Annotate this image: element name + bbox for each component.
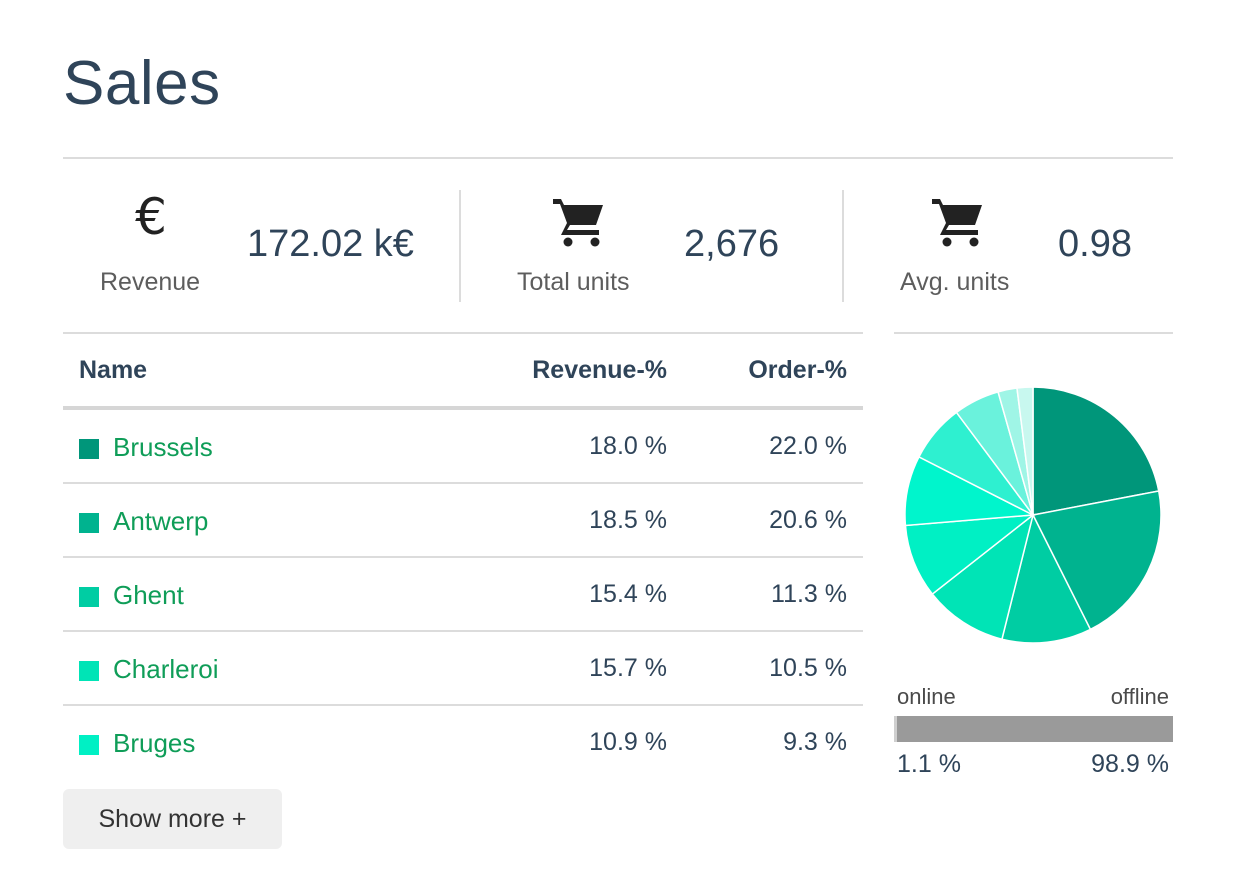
city-link[interactable]: Ghent: [113, 580, 184, 610]
city-color-swatch: [79, 661, 99, 681]
online-percent: 1.1 %: [897, 750, 961, 778]
kpi-avg-units-value: 0.98: [1058, 223, 1132, 265]
show-more-button[interactable]: Show more +: [63, 789, 282, 849]
city-color-swatch: [79, 587, 99, 607]
kpi-avg-units: Avg. units 0.98: [844, 188, 1173, 303]
page-title: Sales: [63, 49, 221, 118]
column-header-order[interactable]: Order-%: [748, 356, 847, 384]
kpi-revenue-value: 172.02 k€: [247, 223, 414, 265]
online-share-fill: [894, 716, 898, 742]
table-row: Bruges 10.9 % 9.3 %: [63, 706, 863, 780]
table-row: Antwerp 18.5 % 20.6 %: [63, 484, 863, 558]
shopping-cart-icon: [553, 199, 603, 247]
order-percent: 10.5 %: [769, 654, 847, 682]
pie-slice[interactable]: [1016, 386, 1034, 516]
pie-top-border: [894, 332, 1173, 334]
city-color-swatch: [79, 439, 99, 459]
header-divider: [63, 406, 863, 410]
kpi-total-units-value: 2,676: [684, 223, 780, 265]
title-divider: [63, 157, 1173, 159]
table-top-border: [63, 332, 863, 334]
pie-slice[interactable]: [1031, 490, 1162, 631]
table-row: Brussels 18.0 % 22.0 %: [63, 410, 863, 484]
kpi-revenue-label: Revenue: [100, 268, 201, 296]
kpi-divider: [842, 190, 844, 302]
revenue-percent: 10.9 %: [589, 728, 667, 756]
revenue-percent: 15.7 %: [589, 654, 667, 682]
pie-slice[interactable]: [931, 513, 1035, 641]
row-divider: [63, 482, 863, 484]
order-percent: 9.3 %: [783, 728, 847, 756]
city-link[interactable]: Antwerp: [113, 506, 209, 536]
online-label: online: [897, 684, 956, 709]
kpi-total-units: Total units 2,676: [461, 188, 841, 303]
offline-percent: 98.9 %: [1091, 750, 1169, 778]
order-percent: 22.0 %: [769, 432, 847, 460]
svg-text:€: €: [135, 190, 167, 246]
kpi-revenue: € Revenue 172.02 k€: [63, 188, 458, 303]
city-link[interactable]: Brussels: [113, 432, 213, 462]
order-percent: 11.3 %: [771, 580, 847, 608]
sales-share-pie-chart: [904, 386, 1162, 644]
shopping-cart-icon: [932, 199, 982, 247]
revenue-percent: 15.4 %: [589, 580, 667, 608]
city-color-swatch: [79, 735, 99, 755]
column-header-revenue[interactable]: Revenue-%: [532, 356, 667, 384]
city-color-swatch: [79, 513, 99, 533]
revenue-percent: 18.5 %: [589, 506, 667, 534]
offline-label: offline: [1110, 684, 1169, 709]
euro-icon: €: [135, 190, 167, 246]
row-divider: [63, 630, 863, 632]
revenue-percent: 18.0 %: [589, 432, 667, 460]
pie-slice[interactable]: [1001, 512, 1092, 644]
row-divider: [63, 704, 863, 706]
kpi-total-units-label: Total units: [517, 268, 630, 296]
city-link[interactable]: Bruges: [113, 728, 196, 758]
row-divider: [63, 556, 863, 558]
channel-share-bar: [894, 716, 1173, 742]
city-link[interactable]: Charleroi: [113, 654, 219, 684]
table-row: Ghent 15.4 % 11.3 %: [63, 558, 863, 632]
column-header-name[interactable]: Name: [79, 356, 148, 384]
kpi-divider: [459, 190, 461, 302]
order-percent: 20.6 %: [769, 506, 847, 534]
table-row: Charleroi 15.7 % 10.5 %: [63, 632, 863, 706]
pie-slice[interactable]: [1032, 386, 1160, 516]
kpi-avg-units-label: Avg. units: [900, 268, 1010, 296]
